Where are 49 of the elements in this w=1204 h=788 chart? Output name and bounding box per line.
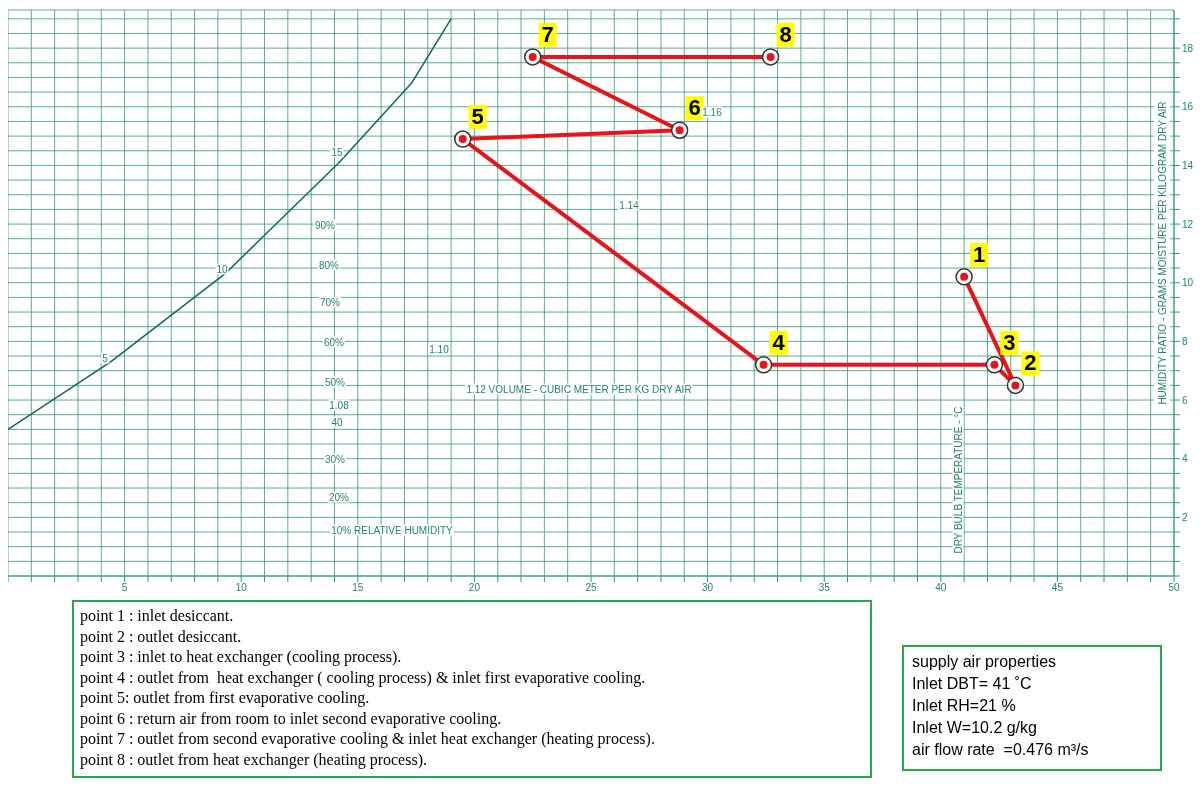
x-tick-label: 25 [585,582,597,594]
x-tick-label: 15 [352,582,364,594]
annotation: 7 [541,21,554,47]
annotation: 15 [330,146,344,158]
x-tick-label: 35 [818,582,831,594]
annotation: 60% [322,336,346,348]
y-axis-title: HUMIDITY RATIO - GRAMS MOISTURE PER KILOGRAM DRY AIR [1156,101,1168,405]
annotation: 1 [972,241,986,267]
x-tick-label: 45 [1051,582,1064,594]
annotation: 1.10 [428,343,450,355]
annotation: 50% [323,376,347,388]
annotation: 5 [101,352,109,364]
y-tick-label: 14 [1182,159,1194,171]
annotation: 5 [471,104,484,130]
annotation: 6 [688,95,701,121]
annotation: 2 [1024,350,1037,376]
annotation: 80% [317,259,341,271]
annotation: 8 [779,21,792,47]
annotation: 1.14 [618,199,640,211]
annotation: 10 [215,263,229,275]
annotation: 4 [772,329,786,355]
x-tick-label: 10 [235,582,248,594]
x-tick-label: 5 [121,582,128,594]
x-tick-label: 20 [468,582,481,594]
annotation: 30% [323,453,347,465]
text: supply air properties Inlet DBT= 41 ˚C Inlet RH=21 % Inlet W=10.2 g/kg air flow rate =0.476 m³/s [902,645,1162,771]
x-tick-label: 40 [935,582,947,594]
y-tick-label: 8 [1182,335,1188,347]
annotation: 90% [313,219,337,231]
x-tick-label: 30 [702,582,714,594]
y-tick-label: 18 [1182,42,1194,54]
line-series [8,18,452,431]
annotation: 1.12 VOLUME - CUBIC METER PER KG DRY AIR [465,383,693,395]
annotation: DRY BULB TEMPERATURE - °C [952,405,964,555]
y-tick-label: 4 [1182,453,1188,465]
y-tick-label: 2 [1182,511,1188,523]
y-tick-label: 6 [1182,394,1188,406]
annotation: 1.16 [701,106,723,118]
annotation: 10% RELATIVE HUMIDITY [330,524,454,536]
text: point 1 : inlet desiccant. point 2 : outlet desiccant. point 3 : inlet to heat exchanger (cooling process). point 4 : outlet from heat exchanger ( cooling process) & inlet first evaporative cooling. point 5: outlet from first evaporative cooling. point 6 : return air from room to inlet second evaporative cooling. point 7 : outlet from second evaporative cooling & inlet heat exchanger (heating process). point 8 : outlet from heat exchanger (heating process). [72,600,872,778]
annotation: 40 [330,416,344,428]
annotation: 20% [327,491,351,503]
annotation: 1.08 [328,399,350,411]
annotation: 70% [318,296,342,308]
x-tick-label: 50 [1168,582,1180,594]
y-tick-label: 12 [1182,218,1194,230]
y-tick-label: 16 [1182,101,1194,113]
annotation: 3 [1003,329,1016,355]
y-tick-label: 10 [1182,277,1194,289]
